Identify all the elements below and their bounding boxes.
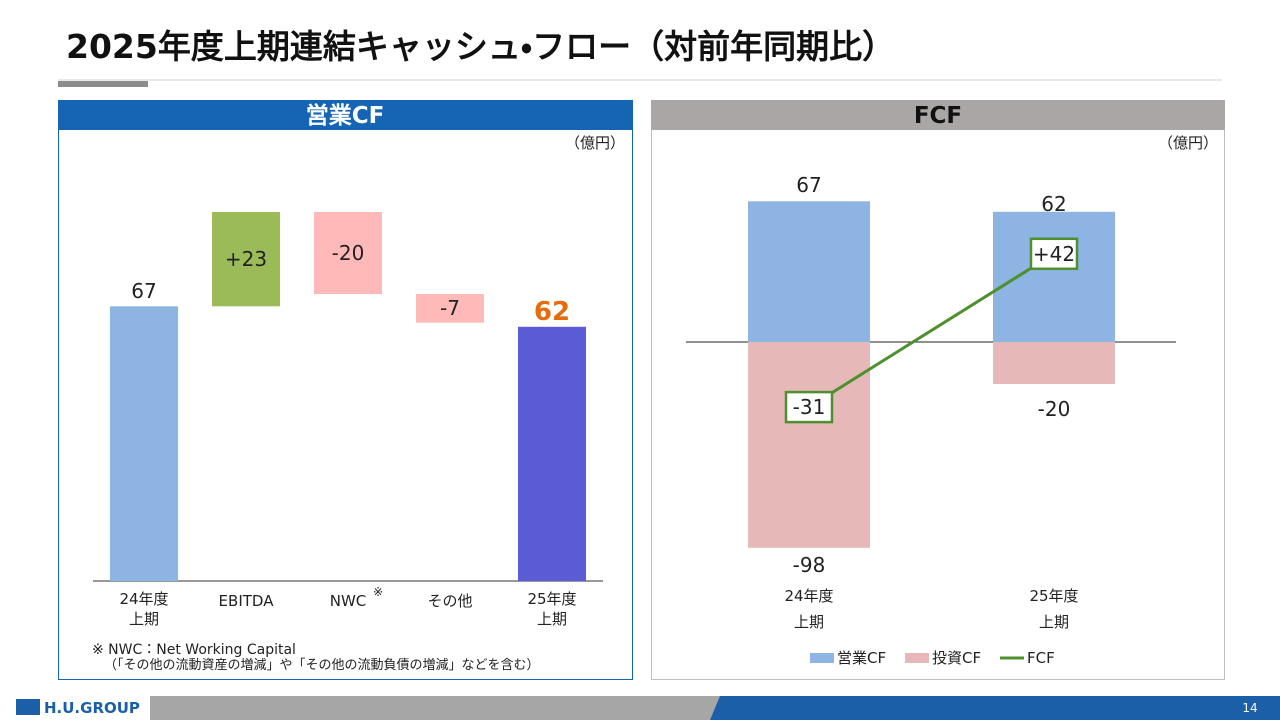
value-label: -98	[792, 552, 826, 577]
footnote: ※ NWC：Net Working Capital	[92, 642, 296, 658]
footnote: （「その他の流動資産の増減」や「その他の流動負債の増減」などを含む）	[104, 658, 540, 673]
value-label: 62	[533, 296, 571, 327]
bar	[748, 342, 870, 548]
legend-swatch	[810, 653, 834, 663]
title-accent	[58, 81, 148, 87]
bar	[518, 326, 586, 581]
panel-border	[651, 100, 1225, 680]
legend-swatch	[905, 653, 929, 663]
bar	[993, 342, 1115, 384]
unit-label: （億円）	[564, 134, 625, 152]
logo-mark	[16, 699, 40, 715]
fcf-line	[808, 252, 1055, 409]
value-label: -20	[1037, 397, 1071, 421]
panel-header	[651, 100, 1225, 130]
category-note: ※	[372, 585, 384, 599]
unit-label: （億円）	[1157, 134, 1218, 152]
bar	[314, 212, 382, 294]
slide-title: 2025年度上期連結キャッシュ・フロー（対前年同期比）	[66, 27, 896, 66]
page-number: 14	[1242, 701, 1258, 715]
x-tick-label: NWC	[329, 592, 367, 610]
bar	[993, 211, 1115, 342]
value-label: 67	[796, 173, 822, 198]
bar	[212, 212, 280, 307]
x-tick-label: 24年度 上期	[784, 587, 834, 631]
footer-band	[710, 696, 1280, 720]
fcf-marker	[784, 390, 834, 424]
x-tick-label: 25年度 上期	[1029, 587, 1079, 631]
fcf-marker	[1029, 237, 1079, 271]
value-label: -7	[440, 296, 460, 321]
x-tick-label: EBITDA	[218, 592, 274, 610]
value-label: -20	[331, 241, 365, 265]
value-label: -31	[792, 395, 826, 420]
x-tick-label: 25年度 上期	[527, 590, 577, 628]
panel-title: FCF	[913, 103, 963, 129]
bar	[416, 294, 484, 323]
logo-text: H.U.GROUP	[44, 699, 140, 717]
value-label: 62	[1041, 191, 1067, 216]
legend-label: 投資CF	[932, 649, 982, 667]
legend-label: FCF	[1027, 649, 1055, 667]
value-label: +42	[1032, 241, 1076, 266]
panel-header	[58, 100, 633, 130]
bar	[748, 201, 870, 342]
x-tick-label: その他	[427, 592, 473, 610]
footer-band	[150, 696, 730, 720]
panel-title: 営業CF	[305, 103, 385, 129]
legend-label: 営業CF	[837, 649, 887, 667]
bar	[110, 306, 178, 581]
value-label: 67	[131, 279, 157, 304]
value-label: +23	[224, 247, 268, 272]
x-tick-label: 24年度 上期	[119, 590, 169, 628]
